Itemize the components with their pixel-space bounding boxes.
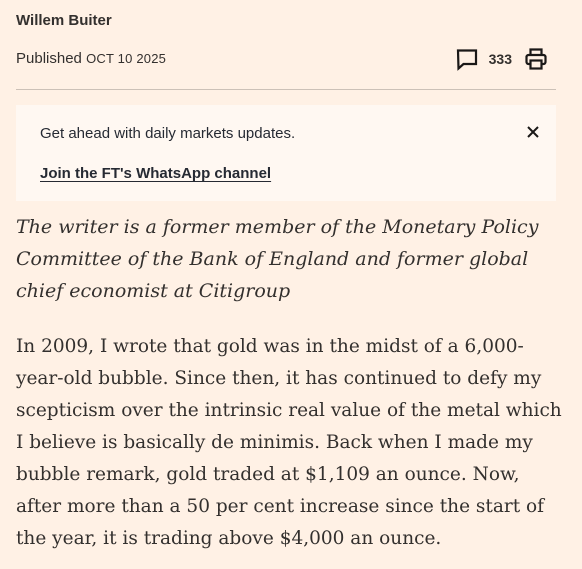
article-standfirst: The writer is a former member of the Mon… [16, 216, 539, 302]
close-icon[interactable] [526, 125, 540, 139]
article-paragraph: In 2009, I wrote that gold was in the mi… [16, 336, 562, 549]
promo-text: Get ahead with daily markets updates. [40, 125, 296, 142]
byline-divider [16, 89, 556, 90]
comment-icon[interactable] [455, 47, 479, 71]
whatsapp-promo-banner: Get ahead with daily markets updates. Jo… [16, 105, 556, 201]
comment-count[interactable]: 333 [488, 51, 512, 67]
published-label: Published [16, 50, 82, 67]
published-date: OCT 10 2025 [86, 51, 167, 66]
whatsapp-channel-link[interactable]: Join the FT's WhatsApp channel [40, 165, 272, 182]
article-tools: 333 [455, 46, 548, 72]
print-icon[interactable] [524, 47, 548, 71]
author-name[interactable]: Willem Buiter [16, 12, 112, 29]
published-line: Published OCT 10 2025 [16, 50, 166, 67]
